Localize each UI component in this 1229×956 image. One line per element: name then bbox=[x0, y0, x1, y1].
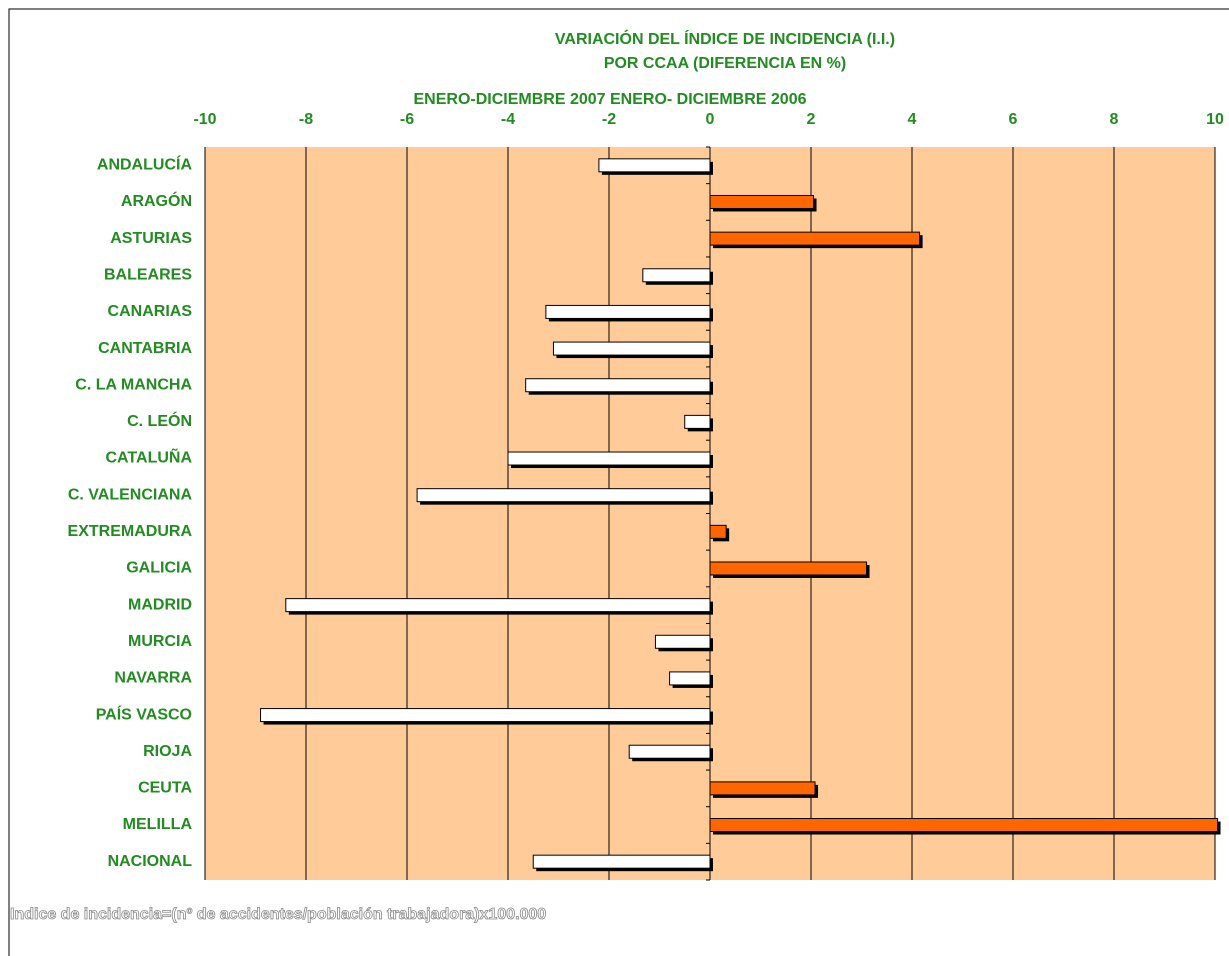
y-tick-label: RIOJA bbox=[143, 743, 192, 760]
y-tick-label: CANARIAS bbox=[108, 303, 193, 320]
bar bbox=[507, 451, 711, 466]
x-tick-label: 8 bbox=[1110, 111, 1119, 128]
y-tick-label: GALICIA bbox=[126, 560, 192, 577]
bar bbox=[260, 708, 711, 723]
x-tick-label: -8 bbox=[299, 111, 313, 128]
y-tick-label: NACIONAL bbox=[108, 853, 193, 870]
y-tick-label: CATALUÑA bbox=[106, 447, 193, 467]
y-tick-label: BALEARES bbox=[104, 266, 192, 283]
y-tick-label: CANTABRIA bbox=[98, 340, 192, 357]
bar bbox=[642, 268, 711, 283]
y-tick-label: CEUTA bbox=[138, 780, 192, 797]
x-tick-label: 2 bbox=[807, 111, 816, 128]
y-tick-label: C. LEÓN bbox=[127, 411, 192, 430]
bar bbox=[532, 854, 711, 869]
y-tick-label: MADRID bbox=[128, 596, 192, 613]
bar bbox=[684, 414, 711, 429]
x-tick-label: -4 bbox=[501, 111, 515, 128]
footnote: Indice de incidencia=(nº de accidentes/p… bbox=[10, 906, 546, 923]
bar bbox=[669, 671, 711, 686]
x-tick-label: 0 bbox=[706, 111, 715, 128]
x-tick-label: 10 bbox=[1206, 111, 1224, 128]
x-tick-label: -10 bbox=[193, 111, 216, 128]
y-tick-label: NAVARRA bbox=[114, 670, 192, 687]
axis-label: ENERO-DICIEMBRE 2007 ENERO- DICIEMBRE 20… bbox=[414, 91, 807, 108]
y-tick-label: ASTURIAS bbox=[110, 230, 192, 247]
chart-frame bbox=[8, 8, 1229, 956]
bar bbox=[709, 194, 815, 209]
bar bbox=[545, 304, 711, 319]
y-tick-label: C. VALENCIANA bbox=[68, 486, 193, 503]
bar bbox=[709, 818, 1219, 833]
bar bbox=[654, 634, 711, 649]
bar bbox=[709, 561, 868, 576]
y-tick-label: MURCIA bbox=[128, 633, 192, 650]
bar bbox=[709, 781, 816, 796]
bar bbox=[525, 378, 711, 393]
y-tick-label: MELILLA bbox=[123, 816, 193, 833]
bar bbox=[709, 524, 727, 539]
x-tick-label: -2 bbox=[602, 111, 616, 128]
y-tick-label: PAÍS VASCO bbox=[96, 704, 192, 723]
y-tick-label: ANDALUCÍA bbox=[97, 155, 193, 174]
x-tick-label: 6 bbox=[1009, 111, 1018, 128]
bar bbox=[709, 231, 921, 246]
bar bbox=[598, 158, 711, 173]
y-tick-label: EXTREMADURA bbox=[68, 523, 193, 540]
chart-title: VARIACIÓN DEL ÍNDICE DE INCIDENCIA (I.I.… bbox=[555, 29, 895, 48]
bar bbox=[416, 488, 711, 503]
y-tick-label: ARAGÓN bbox=[121, 191, 192, 210]
bar bbox=[552, 341, 711, 356]
chart-subtitle: POR CCAA (DIFERENCIA EN %) bbox=[604, 55, 846, 72]
bar bbox=[285, 598, 711, 613]
y-tick-label: C. LA MANCHA bbox=[75, 376, 192, 393]
x-tick-label: 4 bbox=[908, 111, 917, 128]
bar bbox=[628, 744, 711, 759]
x-tick-label: -6 bbox=[400, 111, 414, 128]
